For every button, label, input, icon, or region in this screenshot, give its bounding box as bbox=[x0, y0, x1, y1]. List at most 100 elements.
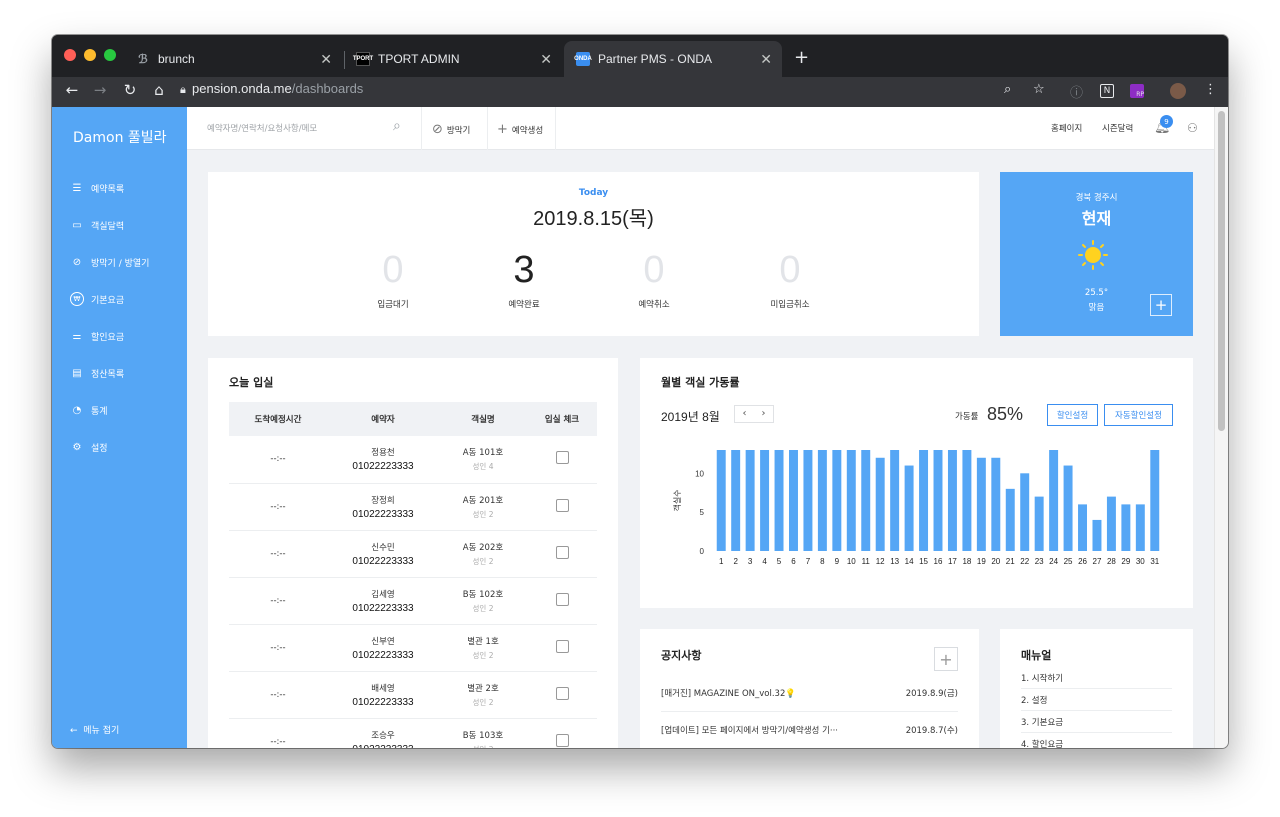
occupancy-bar[interactable] bbox=[1135, 504, 1145, 551]
info-extension-icon[interactable]: ⓘ bbox=[1070, 86, 1084, 101]
occupancy-bar[interactable] bbox=[875, 457, 885, 551]
occupancy-bar[interactable] bbox=[933, 450, 943, 551]
home-icon[interactable]: ⌂ bbox=[154, 81, 164, 99]
manual-item[interactable]: 2. 설정 bbox=[1021, 689, 1172, 711]
table-row[interactable]: --:-- 신부연 01022223333 별관 1호 성인 2 bbox=[229, 624, 597, 672]
occupancy-bar[interactable] bbox=[1078, 504, 1087, 551]
stat-confirmed[interactable]: 3 예약완료 bbox=[464, 248, 584, 310]
occupancy-bar[interactable] bbox=[760, 450, 770, 551]
add-notice-button[interactable]: + bbox=[934, 647, 958, 671]
profile-avatar[interactable] bbox=[1170, 83, 1186, 99]
search-input[interactable]: 예약자명/연락처/요청사항/메모 bbox=[207, 124, 318, 134]
notice-item[interactable]: [매거진] MAGAZINE ON_vol.32💡 2019.8.9(금) bbox=[661, 675, 958, 712]
fold-menu-button[interactable]: ← 메뉴 접기 bbox=[70, 723, 119, 736]
table-row[interactable]: --:-- 배세영 01022223333 별관 2호 성인 2 bbox=[229, 671, 597, 719]
occupancy-bar[interactable] bbox=[1121, 504, 1131, 551]
sidebar-item-block-rooms[interactable]: ⊘ 방막기 / 방열기 bbox=[70, 255, 150, 269]
tab-brunch[interactable]: ℬ brunch ✕ bbox=[124, 41, 342, 77]
checkin-checkbox[interactable] bbox=[555, 545, 569, 559]
search-icon[interactable]: ⌕ bbox=[393, 118, 401, 134]
forward-arrow-icon[interactable]: → bbox=[93, 81, 107, 99]
rp-extension-icon[interactable]: RP bbox=[1130, 84, 1144, 98]
discount-settings-button[interactable]: 할인설정 bbox=[1047, 404, 1098, 426]
add-weather-button[interactable]: + bbox=[1150, 294, 1172, 316]
occupancy-bar[interactable] bbox=[745, 450, 755, 551]
occupancy-bar[interactable] bbox=[976, 457, 986, 551]
close-tab-icon[interactable]: ✕ bbox=[760, 50, 772, 67]
occupancy-bar[interactable] bbox=[1063, 465, 1073, 551]
create-reservation-button[interactable]: + 예약생성 bbox=[497, 122, 543, 137]
sidebar-item-settlement[interactable]: ▤ 정산목록 bbox=[70, 366, 124, 380]
occupancy-bar[interactable] bbox=[1092, 519, 1102, 551]
table-row[interactable]: --:-- 장정희 01022223333 A동 201호 성인 2 bbox=[229, 483, 597, 531]
occupancy-bar[interactable] bbox=[1150, 450, 1160, 551]
manual-item[interactable]: 4. 할인요금 bbox=[1021, 733, 1172, 749]
minimize-window-button[interactable] bbox=[84, 49, 96, 61]
table-row[interactable]: --:-- 신수민 01022223333 A동 202호 성인 2 bbox=[229, 530, 597, 578]
occupancy-bar[interactable] bbox=[1049, 450, 1059, 551]
tab-tport-admin[interactable]: TPORT TPORT ADMIN ✕ bbox=[344, 41, 562, 77]
block-room-button[interactable]: ⊘ 방막기 bbox=[432, 122, 470, 137]
manual-item[interactable]: 3. 기본요금 bbox=[1021, 711, 1172, 733]
address-bar[interactable]: pension.onda.me/dashboards bbox=[192, 81, 363, 96]
occupancy-bar[interactable] bbox=[919, 450, 929, 551]
occupancy-bar[interactable] bbox=[890, 450, 900, 551]
stat-pending-deposit[interactable]: 0 입금대기 bbox=[333, 248, 453, 310]
close-tab-icon[interactable]: ✕ bbox=[320, 50, 332, 67]
sidebar-item-discount-rate[interactable]: ⚌ 할인요금 bbox=[70, 329, 125, 343]
occupancy-bar[interactable] bbox=[731, 450, 741, 551]
checkin-checkbox[interactable] bbox=[555, 733, 569, 747]
chevron-left-icon[interactable]: ‹ bbox=[742, 408, 747, 419]
occupancy-bar[interactable] bbox=[846, 450, 856, 551]
occupancy-bar[interactable] bbox=[1034, 496, 1044, 551]
checkin-checkbox[interactable] bbox=[555, 498, 569, 512]
zoom-window-button[interactable] bbox=[104, 49, 116, 61]
occupancy-bar[interactable] bbox=[832, 450, 842, 551]
zoom-icon[interactable]: ⌕ bbox=[1004, 82, 1012, 97]
bookmark-star-icon[interactable]: ☆ bbox=[1033, 82, 1045, 97]
table-row[interactable]: --:-- 김세영 01022223333 B동 102호 성인 2 bbox=[229, 577, 597, 625]
occupancy-bar[interactable] bbox=[962, 450, 972, 551]
occupancy-bar[interactable] bbox=[861, 450, 871, 551]
season-calendar-link[interactable]: 시즌달력 bbox=[1102, 124, 1134, 134]
back-arrow-icon[interactable]: ← bbox=[65, 81, 79, 99]
occupancy-bar[interactable] bbox=[947, 450, 957, 551]
occupancy-bar[interactable] bbox=[817, 450, 827, 551]
manual-item[interactable]: 1. 시작하기 bbox=[1021, 667, 1172, 689]
checkin-checkbox[interactable] bbox=[555, 451, 569, 465]
tab-partner-pms[interactable]: ONDA Partner PMS - ONDA ✕ bbox=[564, 41, 782, 77]
more-menu-icon[interactable]: ⋮ bbox=[1204, 82, 1217, 97]
stat-unpaid-cancelled[interactable]: 0 미입금취소 bbox=[730, 248, 850, 310]
close-tab-icon[interactable]: ✕ bbox=[540, 50, 552, 67]
sidebar-item-base-rate[interactable]: ₩ 기본요금 bbox=[70, 292, 124, 306]
sidebar-item-room-calendar[interactable]: ▭ 객실달력 bbox=[70, 218, 124, 232]
reload-icon[interactable]: ↻ bbox=[123, 81, 137, 99]
auto-discount-settings-button[interactable]: 자동할인설정 bbox=[1104, 404, 1173, 426]
notion-extension-icon[interactable]: N bbox=[1100, 84, 1114, 98]
close-window-button[interactable] bbox=[64, 49, 76, 61]
occupancy-bar[interactable] bbox=[1106, 496, 1116, 551]
scrollbar-thumb[interactable] bbox=[1218, 111, 1225, 431]
chevron-right-icon[interactable]: › bbox=[761, 408, 766, 419]
occupancy-bar[interactable] bbox=[1020, 473, 1030, 551]
table-row[interactable]: --:-- 정용천 01022223333 A동 101호 성인 4 bbox=[229, 436, 597, 484]
occupancy-bar[interactable] bbox=[789, 450, 798, 551]
sidebar-item-settings[interactable]: ⚙ 설정 bbox=[70, 440, 108, 454]
occupancy-bar[interactable] bbox=[1005, 488, 1015, 551]
brand-name[interactable]: Damon 풀빌라 bbox=[73, 130, 167, 146]
occupancy-bar[interactable] bbox=[904, 465, 914, 551]
checkin-checkbox[interactable] bbox=[555, 639, 569, 653]
notice-item[interactable]: [업데이트] 모든 페이지에서 방막기/예약생성 기··· 2019.8.7(수… bbox=[661, 712, 958, 748]
occupancy-bar[interactable] bbox=[774, 450, 784, 551]
page-scrollbar[interactable] bbox=[1214, 107, 1228, 748]
new-tab-button[interactable]: + bbox=[794, 47, 810, 68]
homepage-link[interactable]: 홈페이지 bbox=[1051, 124, 1083, 134]
occupancy-bar[interactable] bbox=[716, 450, 726, 551]
sidebar-item-reservations[interactable]: ☰ 예약목록 bbox=[70, 181, 125, 195]
occupancy-bar[interactable] bbox=[991, 457, 1001, 551]
checkin-checkbox[interactable] bbox=[555, 592, 569, 606]
stat-cancelled[interactable]: 0 예약취소 bbox=[594, 248, 714, 310]
occupancy-bar[interactable] bbox=[803, 450, 813, 551]
user-icon[interactable]: ⚇ bbox=[1187, 121, 1198, 135]
table-row[interactable]: --:--조승우01022223333B동 103호성인 2 bbox=[229, 718, 597, 748]
